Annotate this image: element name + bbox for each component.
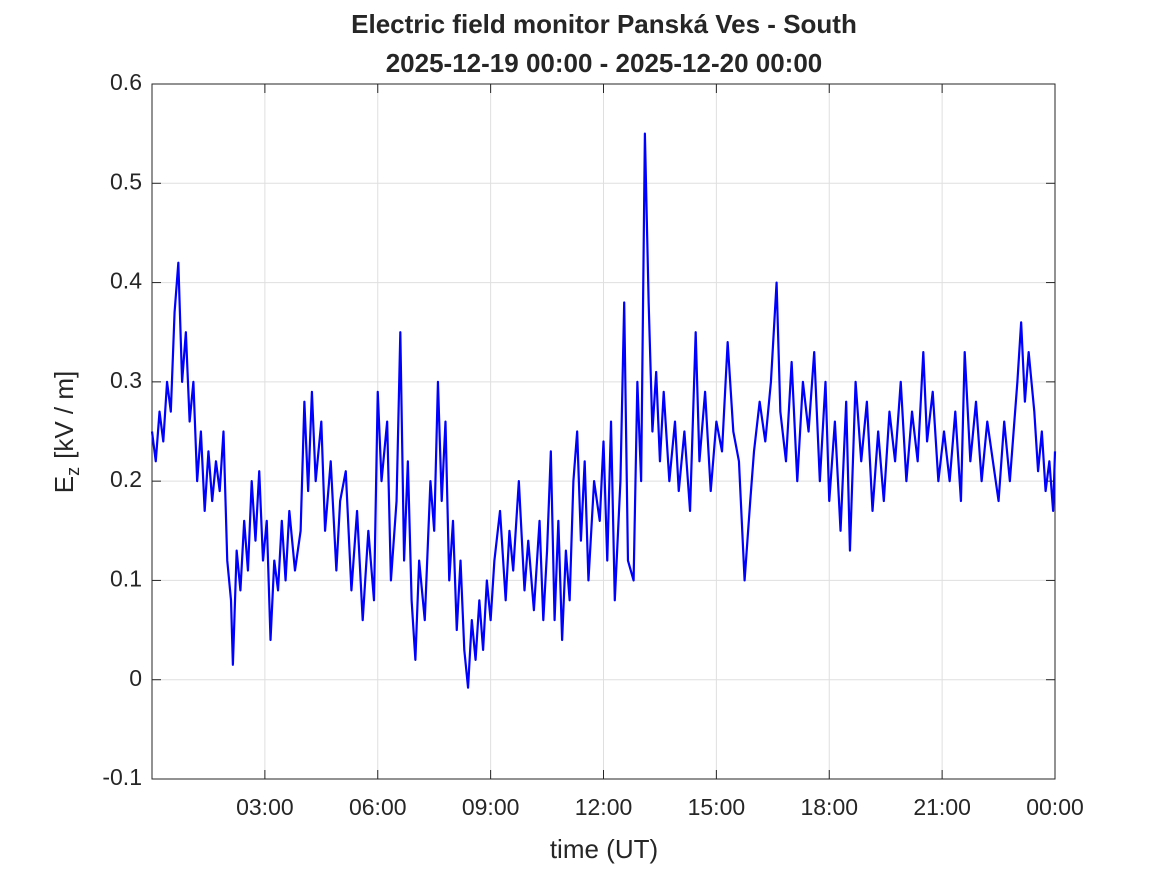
y-tick-label: -0.1: [102, 764, 142, 790]
plot-area: -0.1 0 0.1 0.2 0.3 0.4 0.5 0.6 03:00 06:00 09:00 12…: [102, 69, 1083, 820]
y-tick-label: 0.1: [110, 566, 142, 592]
y-label-subscript: z: [63, 467, 83, 476]
y-tick-label: 0.6: [110, 69, 142, 95]
x-tick-label: 03:00: [236, 794, 294, 820]
y-label-unit: [kV / m]: [49, 371, 79, 459]
data-line: [150, 132, 1057, 689]
chart-subtitle: 2025-12-19 00:00 - 2025-12-20 00:00: [386, 48, 823, 78]
y-tick-label: 0.4: [110, 268, 142, 294]
x-tick-label: 15:00: [688, 794, 746, 820]
y-tick-label: 0.2: [110, 466, 142, 492]
x-axis-label: time (UT): [550, 834, 658, 864]
x-tick-label: 00:00: [1026, 794, 1084, 820]
y-label-symbol: E: [49, 476, 79, 493]
y-tick-label: 0.3: [110, 367, 142, 393]
chart-title: Electric field monitor Panská Ves - Sout…: [351, 9, 857, 39]
y-tick-label: 0: [129, 665, 142, 691]
x-tick-label: 09:00: [462, 794, 520, 820]
y-axis-label: Ez [kV / m]: [49, 371, 83, 493]
x-tick-label: 21:00: [913, 794, 971, 820]
x-tick-label: 06:00: [349, 794, 407, 820]
y-tick-label: 0.5: [110, 168, 142, 194]
x-tick-label: 12:00: [575, 794, 633, 820]
x-tick-label: 18:00: [800, 794, 858, 820]
